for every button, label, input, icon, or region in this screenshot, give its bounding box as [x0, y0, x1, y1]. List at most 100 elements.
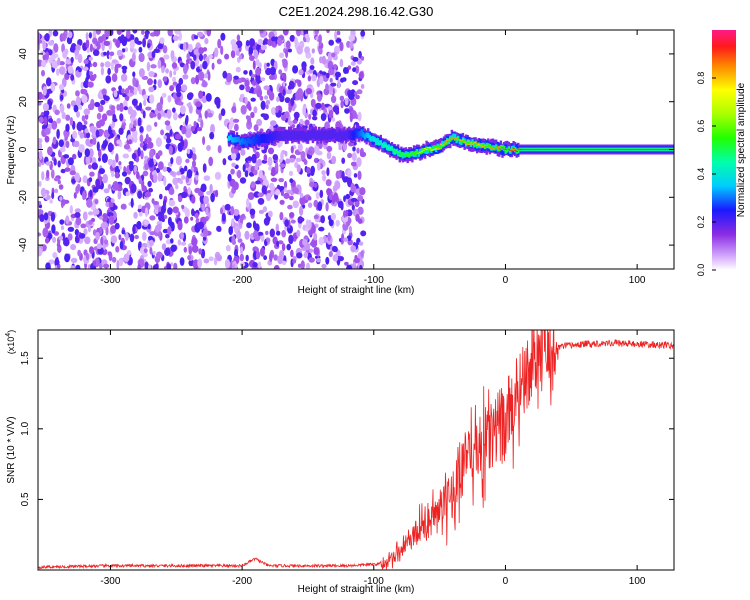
spectrogram-noise-cell [59, 61, 65, 66]
spectrogram-noise-cell [263, 154, 268, 162]
spectrogram-noise-cell [114, 171, 119, 179]
spectrogram-noise-cell [238, 96, 244, 103]
spectrogram-noise-cell [311, 74, 317, 82]
spectrogram-ridge-cell [490, 146, 493, 149]
spectrogram-ridge-cell [637, 149, 640, 150]
spectrogram-ridge-cell [574, 149, 577, 150]
spectrogram-ridge-cell [280, 133, 283, 135]
spectrogram-noise-cell [228, 122, 232, 131]
spectrogram-noise-cell [255, 67, 262, 76]
spectrogram-ridge-cell [580, 149, 583, 150]
spectrogram-noise-cell [134, 37, 139, 44]
spectrogram-noise-cell [59, 219, 65, 225]
spectrogram-ridge-cell [286, 134, 289, 136]
spectrogram-ridge-cell [343, 131, 346, 141]
spectrogram-ridge-cell [302, 132, 305, 136]
spectrogram-noise-cell [312, 109, 317, 117]
spectrogram-noise-cell [353, 265, 358, 269]
spectrogram-noise-cell [108, 215, 115, 225]
spectrogram-ridge-cell [373, 140, 376, 142]
spectrogram-noise-cell [246, 198, 250, 208]
spectrogram-noise-cell [257, 261, 262, 269]
spectrogram-noise-cell [177, 195, 183, 203]
spectrogram-noise-cell [142, 144, 147, 151]
spectrogram-noise-cell [221, 212, 226, 222]
spectrogram-noise-cell [278, 186, 285, 191]
spectrogram-noise-cell [313, 182, 318, 188]
spectrogram-noise-cell [310, 99, 316, 108]
spectrogram-ridge-cell [254, 140, 258, 143]
spectrogram-noise-cell [220, 108, 226, 117]
spectrogram-ridge-cell [499, 149, 503, 151]
spectrogram-noise-cell [41, 171, 45, 181]
spectrogram-ridge-cell [332, 134, 335, 136]
spectrogram-ridge-cell [352, 131, 356, 141]
spectrogram-ridge-cell [455, 138, 458, 140]
spectrogram-noise-cell [335, 38, 342, 43]
spectrogram-noise-cell [115, 153, 119, 163]
spectrogram-noise-cell [325, 83, 329, 91]
spectrogram-ridge-cell [381, 144, 384, 146]
spectrogram-noise-cell [308, 113, 312, 120]
spectrogram-ridge-cell [469, 142, 473, 144]
spectrogram-ridge-cell [466, 142, 469, 146]
spectrogram-noise-cell [94, 199, 99, 205]
spectrogram-noise-cell [153, 48, 160, 54]
spectrogram-noise-cell [235, 50, 240, 56]
spectrogram-noise-cell [180, 138, 185, 149]
spectrogram-noise-cell [137, 208, 142, 213]
spectrogram-noise-cell [156, 251, 163, 259]
spectrogram-noise-cell [350, 182, 355, 193]
spectrogram-noise-cell [75, 217, 82, 226]
spectrogram-noise-cell [359, 187, 366, 196]
spectrogram-noise-cell [318, 236, 325, 246]
spectrogram-noise-cell [248, 46, 254, 55]
spectrogram-noise-cell [237, 238, 243, 243]
spectrogram-noise-cell [306, 88, 312, 95]
spectrogram-noise-cell [253, 49, 259, 60]
spectrogram-noise-cell [70, 100, 76, 107]
spectrogram-noise-cell [124, 176, 131, 185]
spectrogram-noise-cell [338, 256, 344, 262]
spectrogram-noise-cell [59, 104, 65, 114]
colorbar-gradient [712, 30, 736, 270]
spectrogram-noise-cell [143, 219, 150, 225]
spectrogram-ridge-cell [245, 140, 248, 146]
spectrogram-noise-cell [299, 192, 304, 198]
spectrogram-ridge-cell [400, 154, 403, 156]
spectrogram-noise-cell [85, 32, 89, 41]
spectrogram-noise-cell [72, 130, 78, 140]
spectrogram-noise-cell [206, 190, 212, 196]
spectrogram-noise-cell [344, 261, 349, 266]
spectrogram-noise-cell [76, 121, 83, 132]
spectrogram-noise-cell [117, 190, 122, 200]
spectrogram-ridge-cell [483, 146, 487, 149]
spectrogram-noise-cell [162, 166, 168, 172]
spectrogram-noise-cell [255, 250, 261, 260]
spectrogram-noise-cell [351, 152, 357, 162]
spectrogram-ridge-cell [553, 149, 556, 150]
spectrogram-noise-cell [206, 30, 212, 37]
spectrogram-ridge-cell [604, 149, 607, 150]
spectrogram-noise-cell [360, 250, 364, 258]
spectrogram-ridge-cell [278, 135, 281, 139]
spectrogram-noise-cell [341, 157, 346, 164]
spectrogram-noise-cell [138, 52, 145, 63]
spectrogram-noise-cell [276, 240, 280, 247]
spectrogram-ridge-cell [237, 139, 240, 142]
spectrogram-noise-cell [58, 139, 64, 147]
spectrogram-ridge-cell [608, 149, 612, 150]
spectrogram-noise-cell [89, 125, 96, 133]
spectrogram-noise-cell [255, 73, 261, 83]
spectrogram-noise-cell [116, 139, 121, 145]
spectrogram-ridge-cell [444, 142, 447, 144]
spectrogram-noise-cell [98, 168, 106, 175]
spectrogram-ridge-cell [384, 145, 387, 147]
spectrogram-ridge-cell [316, 133, 319, 137]
spectrogram-noise-cell [171, 62, 178, 69]
spectrogram-noise-cell [302, 105, 307, 116]
snr-x-ticks: -300 -200 -100 0 100 [100, 330, 646, 587]
spectrogram-noise-cell [95, 129, 100, 138]
spectrogram-noise-cell [183, 139, 188, 149]
spectrogram-noise-cell [74, 49, 80, 56]
